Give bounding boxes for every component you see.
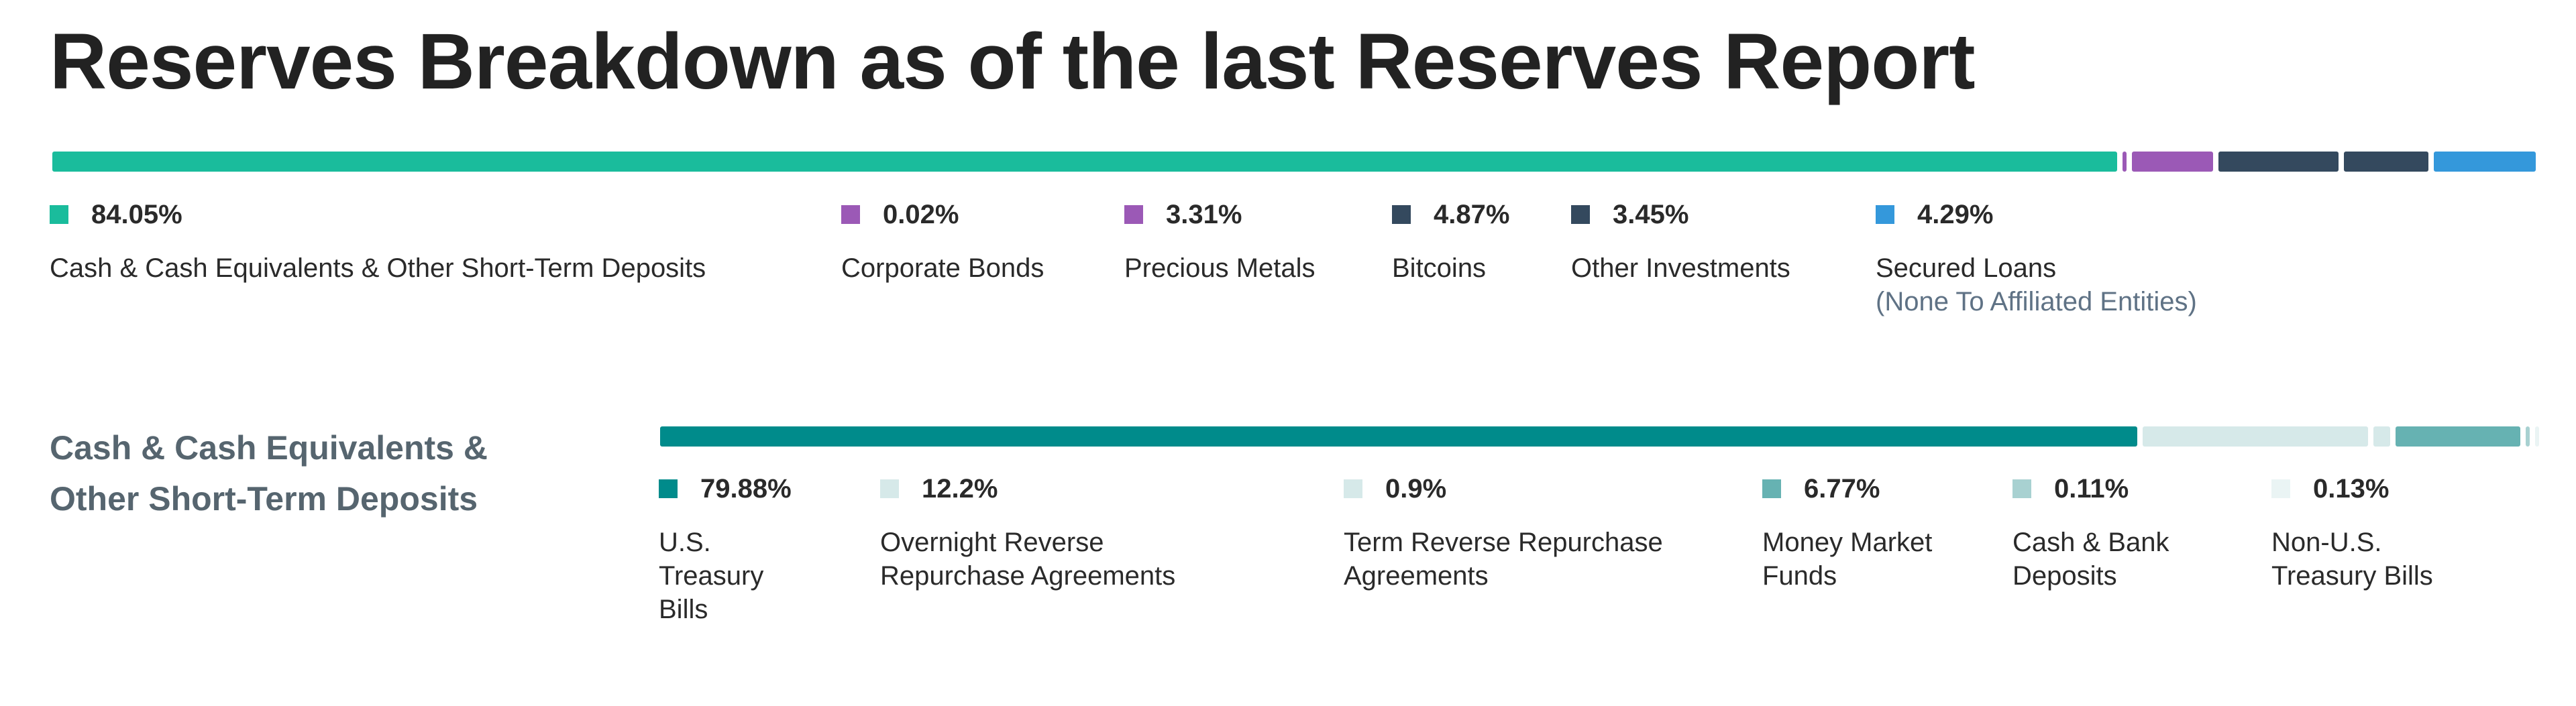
legend-label: Corporate Bonds xyxy=(841,253,1044,283)
legend-percentage: 79.88% xyxy=(700,473,792,504)
legend-swatch xyxy=(50,205,68,224)
legend-label: U.S. Treasury Bills xyxy=(659,528,764,624)
legend-item-non-u-s-treasury-bills: 0.13% Non-U.S. Treasury Bills xyxy=(2271,473,2486,593)
legend-swatch xyxy=(1762,479,1781,498)
legend-swatch xyxy=(1876,205,1894,224)
bar-segment-money-market-funds xyxy=(2395,426,2521,447)
legend-label: Precious Metals xyxy=(1124,253,1316,283)
bar-segment-bitcoins xyxy=(2218,152,2339,172)
legend-percentage: 0.02% xyxy=(883,199,959,229)
legend-label: Overnight Reverse Repurchase Agreements xyxy=(880,528,1176,591)
legend-swatch xyxy=(659,479,678,498)
bar-segment-corporate-bonds xyxy=(2123,152,2127,172)
bar-segment-term-reverse-repurchase-agreements xyxy=(2373,426,2390,447)
legend-item-cash-and-cash-equivalents-and-other-short-term-deposits: 84.05% Cash & Cash Equivalents & Other Sh… xyxy=(50,199,706,285)
legend-label: Non-U.S. Treasury Bills xyxy=(2271,528,2433,591)
legend-item-secured-loans: 4.29% Secured Loans (None To Affiliated En… xyxy=(1876,199,2197,318)
legend-item-money-market-funds: 6.77% Money Market Funds xyxy=(1762,473,1977,593)
legend-swatch xyxy=(880,479,899,498)
legend-label: Bitcoins xyxy=(1392,253,1487,283)
legend-percentage: 3.31% xyxy=(1166,199,1242,229)
legend-item-cash-and-bank-deposits: 0.11% Cash & Bank Deposits xyxy=(2012,473,2227,593)
legend-swatch xyxy=(841,205,860,224)
bar-segment-non-u-s-treasury-bills xyxy=(2535,426,2540,447)
legend-label: Cash & Cash Equivalents & Other Short-Te… xyxy=(50,253,706,283)
legend-item-overnight-reverse-repurchase-agreements: 12.2% Overnight Reverse Repurchase Agreem… xyxy=(880,473,1256,593)
bar-segment-cash-and-cash-equivalents-and-other-short-term-deposits xyxy=(52,152,2118,172)
legend-percentage: 0.13% xyxy=(2313,473,2390,504)
legend-percentage: 12.2% xyxy=(922,473,998,504)
legend-percentage: 4.87% xyxy=(1434,199,1510,229)
legend-item-other-investments: 3.45% Other Investments xyxy=(1571,199,1790,285)
reserves-stacked-bar xyxy=(52,152,2536,172)
legend-item-u-s-treasury-bills: 79.88% U.S. Treasury Bills xyxy=(659,473,792,626)
bar-segment-other-investments xyxy=(2343,152,2429,172)
legend-percentage: 4.29% xyxy=(1917,199,1994,229)
legend-label: Term Reverse Repurchase Agreements xyxy=(1344,528,1663,591)
legend-swatch xyxy=(1392,205,1411,224)
legend-item-bitcoins: 4.87% Bitcoins xyxy=(1392,199,1509,285)
legend-swatch xyxy=(1124,205,1143,224)
bar-segment-precious-metals xyxy=(2132,152,2214,172)
legend-percentage: 3.45% xyxy=(1613,199,1689,229)
bar-segment-cash-and-bank-deposits xyxy=(2526,426,2530,447)
legend-label: Secured Loans xyxy=(1876,253,2057,283)
legend-label: Money Market Funds xyxy=(1762,528,1933,591)
legend-item-term-reverse-repurchase-agreements: 0.9% Term Reverse Repurchase Agreements xyxy=(1344,473,1719,593)
bar-segment-secured-loans xyxy=(2434,152,2536,172)
legend-item-precious-metals: 3.31% Precious Metals xyxy=(1124,199,1316,285)
legend-label: Cash & Bank Deposits xyxy=(2012,528,2169,591)
legend-swatch xyxy=(1571,205,1590,224)
legend-percentage: 84.05% xyxy=(91,199,182,229)
cash-equivalents-stacked-bar xyxy=(660,426,2540,447)
legend-percentage: 0.11% xyxy=(2054,473,2129,504)
legend-label: Other Investments xyxy=(1571,253,1790,283)
bar-segment-u-s-treasury-bills xyxy=(660,426,2137,447)
legend-percentage: 6.77% xyxy=(1804,473,1880,504)
bar-segment-overnight-reverse-repurchase-agreements xyxy=(2142,426,2368,447)
legend-swatch xyxy=(2271,479,2290,498)
legend-swatch xyxy=(1344,479,1362,498)
section-title: Cash & Cash Equivalents & Other Short-Te… xyxy=(50,429,488,518)
legend-item-corporate-bonds: 0.02% Corporate Bonds xyxy=(841,199,1044,285)
legend-sublabel: (None To Affiliated Entities) xyxy=(1876,287,2197,316)
legend-percentage: 0.9% xyxy=(1385,473,1447,504)
legend-swatch xyxy=(2012,479,2031,498)
page-title: Reserves Breakdown as of the last Reserv… xyxy=(50,17,1975,106)
